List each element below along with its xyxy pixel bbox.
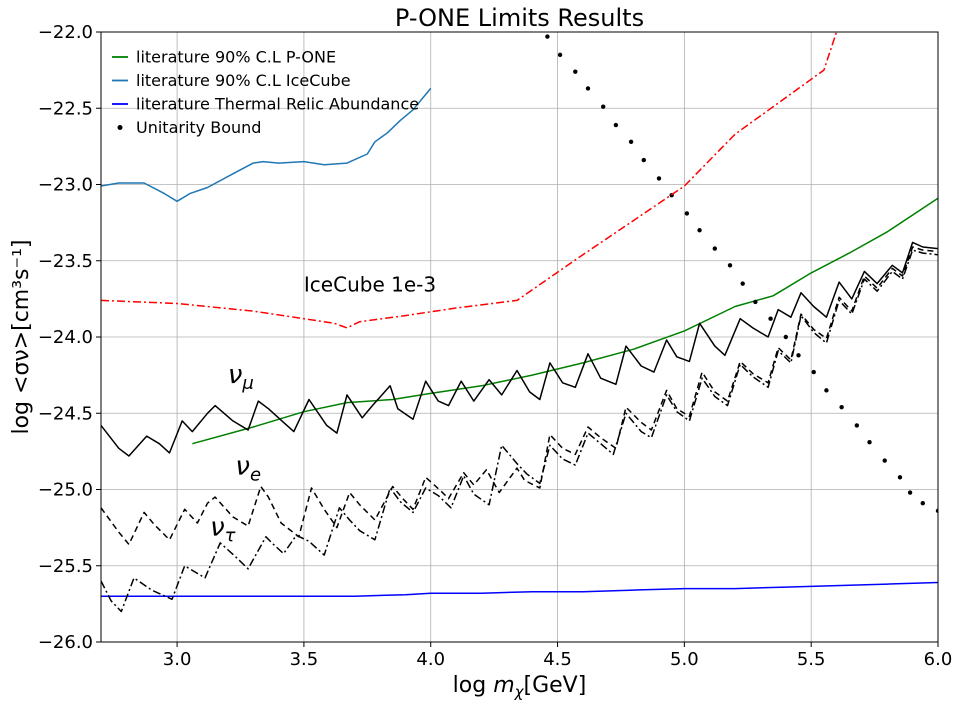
unitarity-bound-point bbox=[727, 263, 733, 268]
y-tick-label: −24.5 bbox=[38, 403, 93, 424]
x-tick-label: 3.5 bbox=[290, 649, 319, 670]
unitarity-bound-point bbox=[811, 369, 816, 375]
series-line-4 bbox=[101, 32, 838, 329]
unitarity-bound-point bbox=[545, 34, 550, 39]
unitarity-bound-point bbox=[839, 404, 844, 410]
y-tick-label: −23.5 bbox=[38, 251, 93, 272]
ticks: 3.0 3.5 4.0 4.5 5.0 5.5 6.0 −26.0 −25.5 −25.0 −24.… bbox=[38, 22, 952, 670]
unitarity-bound-point bbox=[628, 139, 634, 144]
unitarity-bound-point bbox=[796, 353, 801, 358]
neutrino-symbol: ν bbox=[210, 512, 225, 542]
neutrino-flavor-label: νe bbox=[235, 451, 261, 485]
legend-label: Unitarity Bound bbox=[136, 118, 261, 137]
unitarity-bound-point bbox=[753, 299, 758, 305]
series-line-2 bbox=[101, 581, 938, 597]
neutrino-flavor-label: νμ bbox=[228, 360, 254, 394]
neutrino-flavor-subscript: e bbox=[250, 464, 261, 485]
series-line-1 bbox=[101, 87, 432, 203]
annotation-label: IceCube 1e-3 bbox=[304, 272, 436, 296]
unitarity-bound-point bbox=[907, 490, 913, 495]
y-tick-label: −25.5 bbox=[38, 556, 93, 577]
y-tick-label: −24.0 bbox=[38, 327, 93, 348]
x-tick-label: 6.0 bbox=[924, 649, 953, 670]
unitarity-bound-point bbox=[697, 228, 702, 233]
unitarity-bound-point bbox=[854, 423, 860, 428]
unitarity-bound-point bbox=[712, 246, 717, 251]
neutrino-flavor-label: ντ bbox=[210, 512, 236, 546]
legend-label: literature Thermal Relic Abundance bbox=[136, 95, 419, 114]
unitarity-bound-point bbox=[768, 316, 773, 321]
legend-label: literature 90% C.L P-ONE bbox=[136, 48, 336, 67]
unitarity-bound-point bbox=[573, 69, 578, 74]
x-tick-label: 5.0 bbox=[670, 649, 699, 670]
unitarity-bound-point bbox=[601, 104, 606, 109]
legend: literature 90% C.L P-ONE literature 90% C… bbox=[112, 48, 419, 137]
unitarity-bound-point bbox=[783, 334, 789, 340]
x-tick-label: 4.0 bbox=[416, 649, 445, 670]
neutrino-symbol: ν bbox=[235, 451, 250, 481]
unitarity-bound-point bbox=[740, 281, 745, 286]
unitarity-bound-point bbox=[641, 157, 646, 163]
y-tick-label: −23.0 bbox=[38, 175, 93, 196]
x-axis-label-prefix: log bbox=[453, 673, 494, 698]
x-tick-label: 5.5 bbox=[797, 649, 826, 670]
series-line-5 bbox=[101, 241, 938, 457]
y-tick-label: −22.5 bbox=[38, 98, 93, 119]
x-tick-label: 3.0 bbox=[163, 649, 192, 670]
x-axis-label-unit: [GeV] bbox=[524, 673, 587, 698]
legend-marker-dot bbox=[117, 125, 123, 130]
unitarity-bound-point bbox=[867, 440, 872, 445]
unitarity-bound-point bbox=[613, 122, 619, 128]
y-tick-label: −25.0 bbox=[38, 480, 93, 501]
x-tick-label: 4.5 bbox=[543, 649, 572, 670]
unitarity-bound-point bbox=[882, 458, 887, 463]
unitarity-bound-point bbox=[684, 211, 690, 216]
series-line-0 bbox=[192, 197, 938, 445]
neutrino-flavor-subscript: μ bbox=[241, 373, 253, 394]
legend-label: literature 90% C.L IceCube bbox=[136, 71, 351, 90]
y-tick-label: −22.0 bbox=[38, 22, 93, 43]
y-tick-label: −26.0 bbox=[38, 632, 93, 653]
series-line-6 bbox=[101, 246, 938, 546]
unitarity-bound-point bbox=[656, 176, 662, 181]
x-axis-label: log mχ[GeV] bbox=[453, 673, 587, 701]
chart-title: P-ONE Limits Results bbox=[395, 4, 644, 32]
unitarity-bound-point bbox=[585, 86, 591, 91]
x-axis-label-var: m bbox=[493, 673, 514, 698]
unitarity-bound-point bbox=[824, 388, 829, 393]
series-line-7 bbox=[101, 249, 938, 613]
unitarity-bound-point bbox=[935, 508, 938, 514]
y-axis-label: log <σν>[cm³s⁻¹] bbox=[9, 239, 34, 434]
neutrino-symbol: ν bbox=[228, 360, 243, 390]
neutrino-flavor-subscript: τ bbox=[225, 525, 236, 546]
unitarity-bound-point bbox=[897, 475, 903, 480]
unitarity-bound-point bbox=[920, 501, 925, 506]
unitarity-bound-point bbox=[557, 52, 563, 58]
series-layer bbox=[101, 32, 938, 613]
x-axis-label-sub: χ bbox=[514, 683, 525, 701]
